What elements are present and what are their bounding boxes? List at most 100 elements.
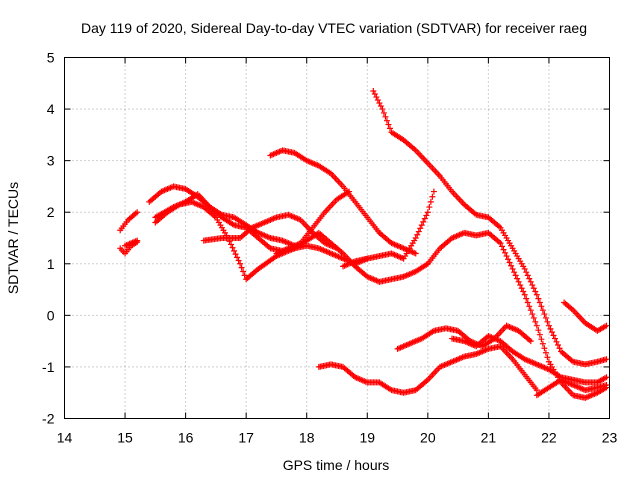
data-point [414,231,421,238]
data-point [512,272,519,279]
data-point [539,340,546,347]
data-point [505,256,512,263]
plot-frame [64,57,610,419]
data-point [334,245,340,252]
data-point [529,282,536,289]
data-point [506,259,513,266]
data-point [370,88,377,95]
series-arc-7 [200,211,340,252]
data-point [502,249,509,256]
x-tick-label: 23 [602,430,618,446]
x-tick-label: 18 [299,430,315,446]
data-point [240,268,247,275]
data-point [382,113,389,120]
y-tick-label: 4 [47,101,55,117]
data-point [550,332,557,339]
data-point [547,325,554,332]
data-point [535,295,542,302]
data-point [538,303,545,310]
data-point [603,322,610,329]
data-point [418,222,425,229]
series-arc-10 [340,188,437,270]
data-point [544,354,551,361]
y-axis-label: SDTVAR / TECUs [5,182,21,294]
data-point [535,327,542,334]
data-point [603,356,610,363]
y-tick-label: -2 [42,411,55,427]
x-tick-label: 19 [359,430,375,446]
data-point [237,260,244,267]
series-arc-3 [122,237,141,249]
data-point [423,212,430,219]
data-point [527,278,534,285]
series-arc-1 [117,209,141,234]
data-point [541,345,548,352]
x-tick-label: 21 [481,430,497,446]
data-point [235,257,242,264]
data-point [383,117,390,124]
data-point [503,253,510,260]
x-tick-labels: 14 15 16 17 18 19 20 21 22 23 [57,430,618,446]
data-point [518,285,525,292]
y-tick-label: 5 [47,50,55,66]
data-point [530,285,537,292]
chart-title: Day 119 of 2020, Sidereal Day-to-day VTE… [81,20,587,36]
data-point [523,295,530,302]
data-points [117,88,610,401]
data-point [542,314,549,321]
data-point [376,100,383,107]
y-tick-label: 2 [47,204,55,220]
x-tick-label: 17 [238,430,254,446]
data-point [229,244,236,251]
data-point [134,237,141,244]
data-point [241,272,248,279]
data-point [424,209,431,216]
data-point [533,291,540,298]
series-arc-11 [370,88,610,368]
x-axis-label: GPS time / hours [283,457,390,473]
data-point [374,97,381,104]
data-point [380,109,387,116]
data-point [417,225,424,232]
data-point [603,381,610,388]
data-point [521,265,528,272]
data-point [420,218,427,225]
data-point [555,342,562,349]
data-point [228,241,235,248]
data-point [544,318,551,325]
x-tick-label: 20 [420,430,436,446]
data-point [421,215,428,222]
data-point [523,269,530,276]
data-point [521,291,528,298]
data-point [385,121,392,128]
data-point [538,336,545,343]
series-arc-15 [315,343,540,396]
data-point [415,228,422,235]
x-tick-label: 15 [117,430,133,446]
series-arc-16 [561,299,610,334]
data-point [541,311,548,318]
series-arc-17 [533,376,610,399]
y-tick-label: 1 [47,256,55,272]
series-arc-6 [152,191,298,249]
data-point [526,275,533,282]
data-point [430,188,437,195]
data-point [499,243,506,250]
data-point [346,188,353,195]
grid [64,57,610,419]
x-tick-label: 16 [178,430,194,446]
data-point [527,338,534,345]
data-point [542,349,549,356]
data-point [548,329,555,336]
y-tick-label: 3 [47,153,55,169]
data-point [412,235,419,241]
data-point [508,262,515,269]
data-point [386,125,393,132]
data-point [377,103,384,110]
data-point [524,272,531,279]
data-point [238,264,245,271]
series-arc-12 [424,229,610,401]
data-point [545,322,552,329]
data-point [514,275,521,282]
